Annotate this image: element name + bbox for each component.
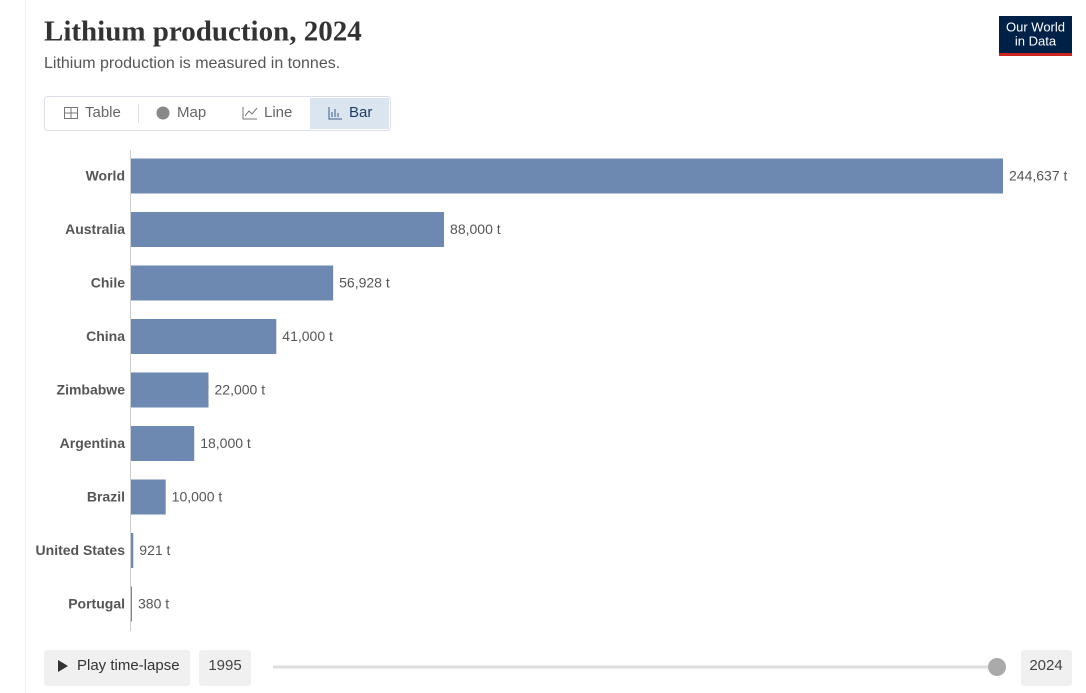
category-label: World (86, 168, 125, 184)
logo-text: Our World (1006, 19, 1065, 34)
bar (131, 372, 209, 408)
play-button[interactable] (44, 650, 190, 686)
value-label: 22,000 t (215, 382, 266, 398)
bar (131, 265, 334, 301)
tab-bar (44, 96, 391, 131)
category-label: Chile (91, 275, 125, 291)
value-label: 380 t (138, 596, 169, 612)
value-label: 244,637 t (1009, 168, 1067, 184)
start-year: 1995 (208, 657, 241, 674)
category-label: Argentina (60, 435, 126, 451)
bar (131, 426, 195, 461)
play-icon (58, 660, 68, 672)
line-icon (244, 107, 258, 117)
bar (131, 319, 277, 354)
value-label: 10,000 t (172, 489, 223, 505)
value-label: 56,928 t (339, 275, 390, 291)
category-label: China (86, 328, 125, 344)
end-year: 2024 (1029, 657, 1062, 674)
map-icon (156, 106, 170, 120)
bars: World 244,637 t Australia 88,000 t Chile 56,9… (36, 158, 1067, 622)
bar (131, 158, 1003, 194)
bar (131, 479, 166, 515)
start-year-box[interactable] (199, 650, 251, 686)
line-icon (242, 107, 257, 120)
value-label: 41,000 t (282, 328, 333, 344)
play-label: Play time-lapse (77, 657, 180, 674)
logo-stripe (999, 53, 1072, 56)
category-label: Brazil (87, 489, 125, 505)
category-label: Australia (65, 221, 125, 237)
bar-icon (328, 107, 342, 120)
tab[interactable]: Bar (349, 104, 372, 121)
bar (131, 586, 132, 622)
bar (131, 533, 134, 568)
value-label: 88,000 t (450, 221, 501, 237)
value-label: 18,000 t (200, 435, 251, 451)
chart-subtitle: Lithium production is measured in tonnes… (44, 55, 340, 72)
chart-title: Lithium production, 2024 (44, 16, 362, 48)
logo[interactable] (999, 16, 1072, 53)
tab-active-bg (310, 98, 389, 129)
bar (131, 212, 445, 247)
category-label: Portugal (68, 596, 125, 612)
slider-handle[interactable] (988, 658, 1006, 676)
value-label: 921 t (139, 542, 170, 558)
category-label: United States (36, 542, 126, 558)
category-label: Zimbabwe (57, 382, 126, 398)
end-year-box[interactable] (1021, 650, 1072, 686)
tab[interactable]: Line (264, 104, 292, 121)
logo-text: in Data (1015, 33, 1057, 48)
tab[interactable]: Table (85, 104, 121, 121)
tab[interactable]: Map (177, 104, 206, 121)
